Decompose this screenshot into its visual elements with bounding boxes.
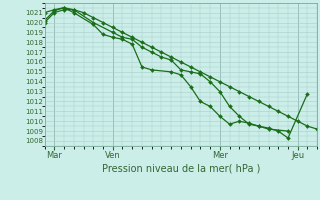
X-axis label: Pression niveau de la mer( hPa ): Pression niveau de la mer( hPa ) (102, 163, 260, 173)
